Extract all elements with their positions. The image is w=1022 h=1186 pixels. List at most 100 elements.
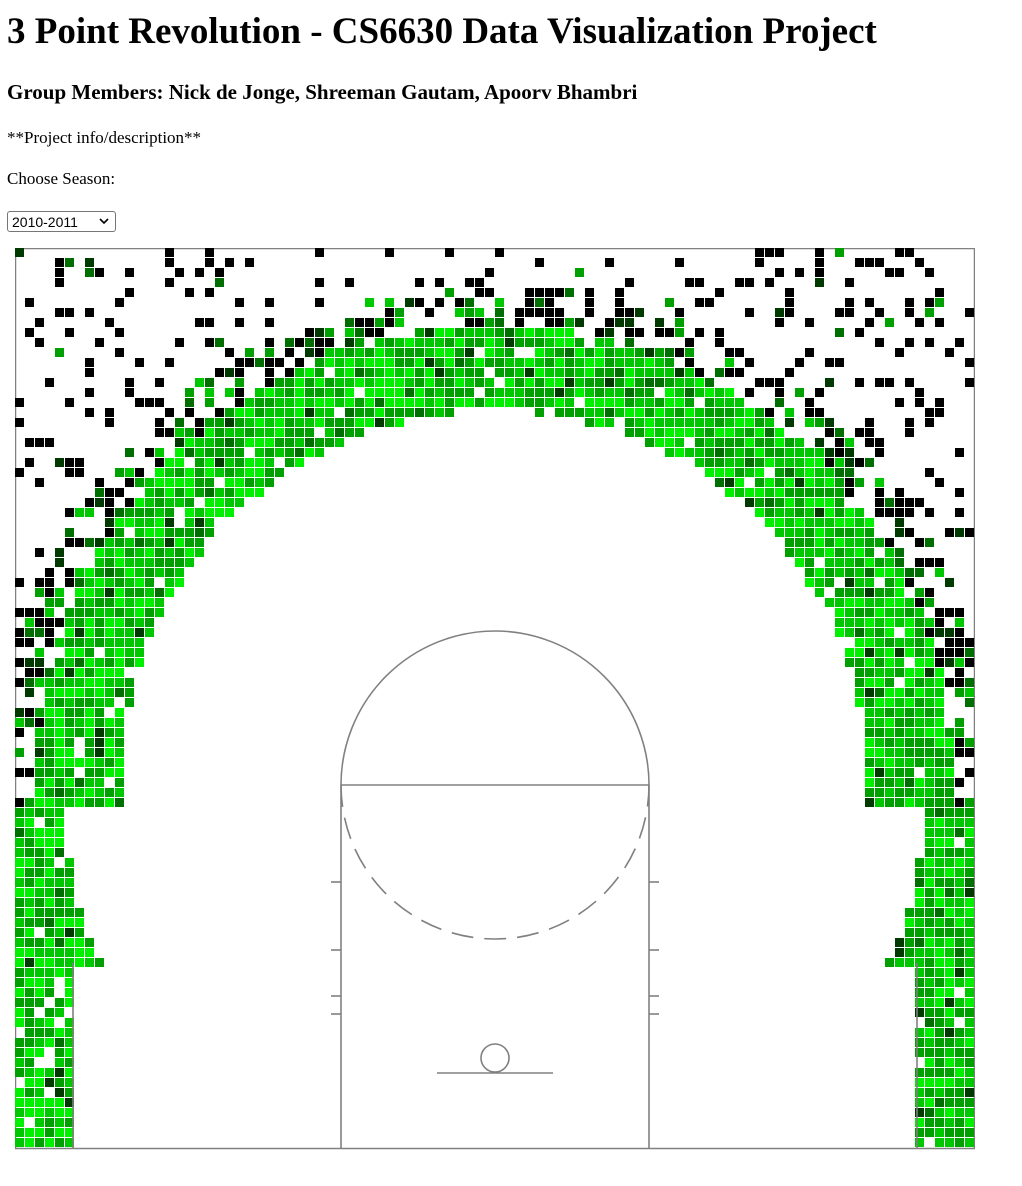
shot-bin <box>525 328 534 337</box>
shot-bin <box>775 468 784 477</box>
shot-bin <box>875 618 884 627</box>
shot-bin <box>95 778 104 787</box>
shot-bin <box>145 628 154 637</box>
shot-bin <box>75 588 84 597</box>
shot-bin <box>775 478 784 487</box>
shot-bin <box>225 258 234 267</box>
shot-bin <box>925 988 934 997</box>
shot-bin <box>175 538 184 547</box>
shot-bin <box>575 368 584 377</box>
shot-bin <box>595 368 604 377</box>
shot-bin <box>905 308 914 317</box>
shot-bin <box>895 778 904 787</box>
shot-bin <box>55 888 64 897</box>
shot-bin <box>125 538 134 547</box>
shot-bin <box>865 718 874 727</box>
shot-bin <box>75 788 84 797</box>
shot-bin <box>555 358 564 367</box>
shot-bin <box>95 738 104 747</box>
shot-bin <box>55 588 64 597</box>
shot-bin <box>895 348 904 357</box>
shot-bin <box>835 428 844 437</box>
shot-bin <box>485 388 494 397</box>
shot-bin <box>115 678 124 687</box>
shot-bin <box>25 718 34 727</box>
shot-bin <box>905 608 914 617</box>
shot-bin <box>795 358 804 367</box>
shot-bin <box>895 548 904 557</box>
shot-bin <box>515 308 524 317</box>
shot-bin <box>125 608 134 617</box>
shot-bin <box>585 298 594 307</box>
shot-bin <box>565 338 574 347</box>
shot-bin <box>785 468 794 477</box>
shot-bin <box>845 458 854 467</box>
shot-bin <box>725 398 734 407</box>
shot-bin <box>35 1128 44 1137</box>
shot-bin <box>735 348 744 357</box>
shot-bin <box>955 1088 964 1097</box>
shot-bin <box>925 678 934 687</box>
shot-bin <box>935 618 944 627</box>
shot-bin <box>435 378 444 387</box>
shot-bin <box>635 358 644 367</box>
shot-bin <box>355 368 364 377</box>
shot-bin <box>545 338 554 347</box>
shot-bin <box>55 758 64 767</box>
shot-bin <box>905 648 914 657</box>
shot-bin <box>925 778 934 787</box>
shot-bin <box>95 478 104 487</box>
shot-bin <box>965 738 974 747</box>
shot-bin <box>905 728 914 737</box>
shot-bin <box>665 398 674 407</box>
shot-bin <box>925 468 934 477</box>
shot-bin <box>595 348 604 357</box>
shot-bin <box>965 968 974 977</box>
shot-bin <box>85 568 94 577</box>
shot-bin <box>315 298 324 307</box>
shot-bin <box>475 338 484 347</box>
shot-bin <box>855 698 864 707</box>
shot-bin <box>895 268 904 277</box>
shot-bin <box>95 788 104 797</box>
shot-bin <box>15 468 24 477</box>
shot-bin <box>85 688 94 697</box>
shot-bin <box>855 428 864 437</box>
shot-bin <box>955 898 964 907</box>
shot-bin <box>885 548 894 557</box>
shot-bin <box>95 758 104 767</box>
shot-bin <box>935 648 944 657</box>
shot-bin <box>285 388 294 397</box>
shot-bin <box>885 748 894 757</box>
shot-bin <box>345 408 354 417</box>
shot-bin <box>365 408 374 417</box>
shot-bin <box>205 288 214 297</box>
shot-bin <box>85 508 94 517</box>
shot-bin <box>565 288 574 297</box>
shot-bin <box>275 438 284 447</box>
shot-bin <box>65 1128 74 1137</box>
shot-bin <box>805 458 814 467</box>
shot-bin <box>95 698 104 707</box>
shot-bin <box>385 348 394 357</box>
shot-bin <box>645 348 654 357</box>
shot-bin <box>125 388 134 397</box>
shot-bin <box>135 528 144 537</box>
shot-bin <box>265 318 274 327</box>
shot-bin <box>65 258 74 267</box>
shot-bin <box>835 438 844 447</box>
shot-bin <box>675 378 684 387</box>
shot-bin <box>395 358 404 367</box>
shot-bin <box>35 438 44 447</box>
shot-bin <box>125 268 134 277</box>
shot-bin <box>615 368 624 377</box>
season-select[interactable]: 2010-2011 <box>7 211 116 232</box>
shot-bin <box>885 798 894 807</box>
shot-bin <box>965 1108 974 1117</box>
shot-bin <box>165 468 174 477</box>
shot-bin <box>895 708 904 717</box>
shot-bin <box>855 618 864 627</box>
shot-bin <box>485 318 494 327</box>
shot-bin <box>365 328 374 337</box>
shot-bin <box>615 308 624 317</box>
